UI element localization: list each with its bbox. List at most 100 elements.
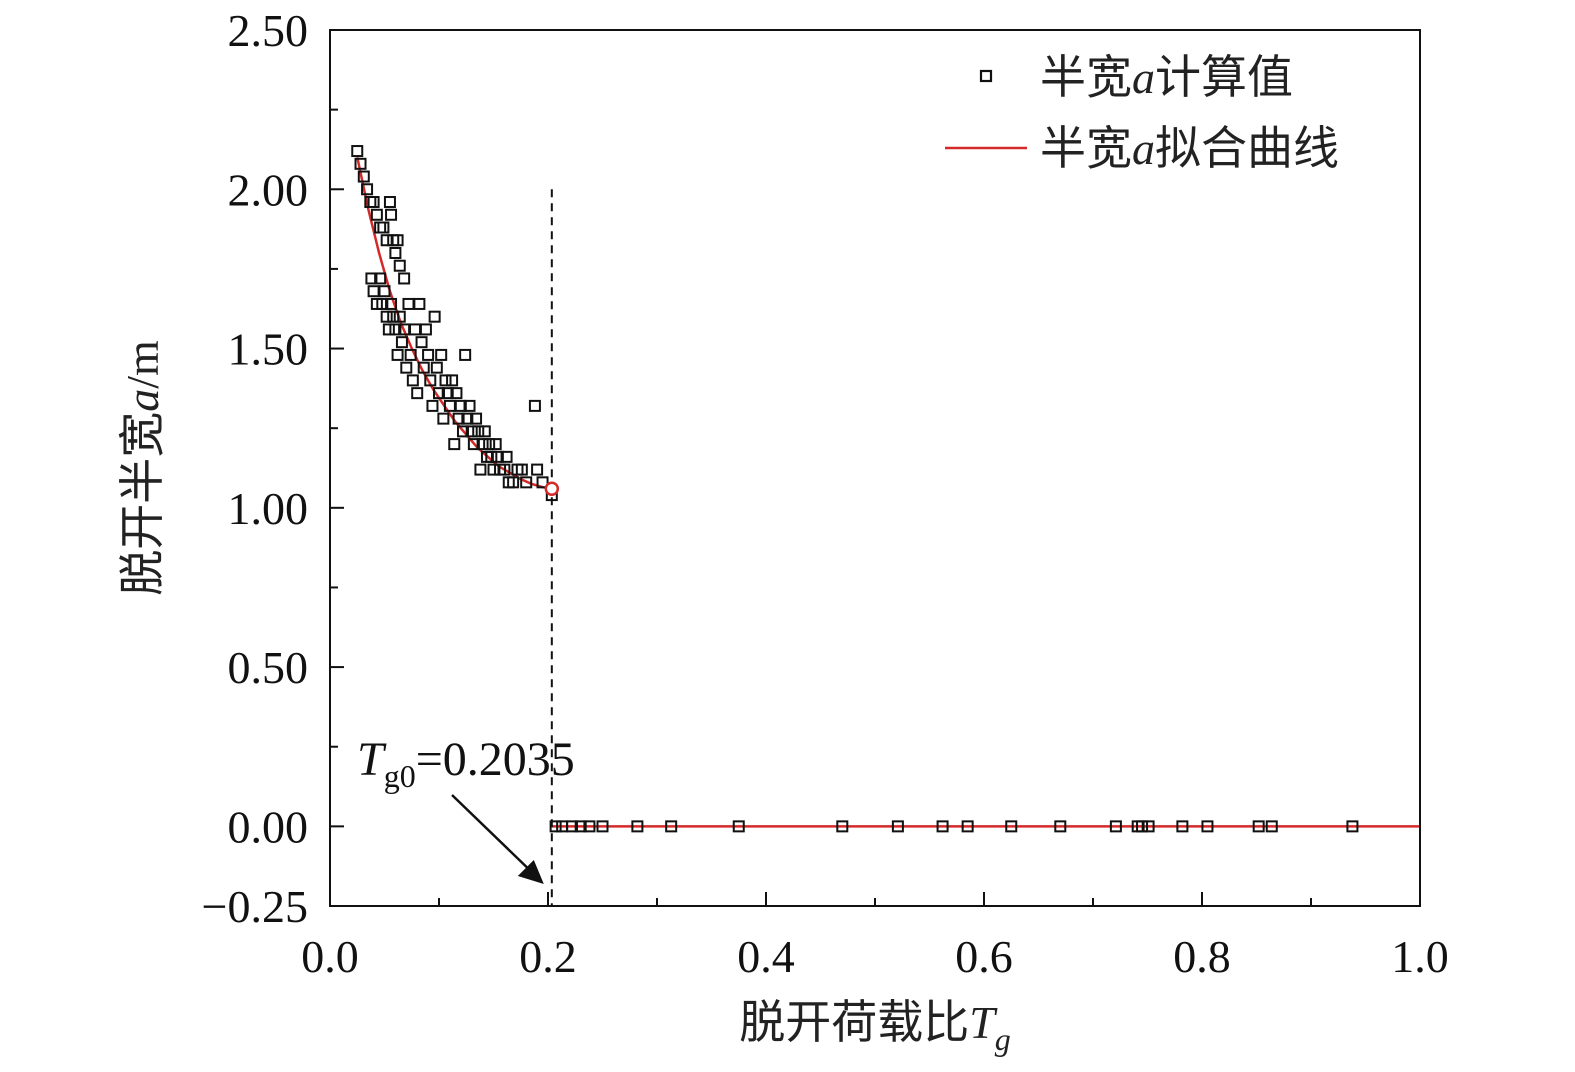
data-point bbox=[422, 348, 435, 361]
x-axis-title-sub: g bbox=[995, 1021, 1011, 1057]
legend-label-calculated-pre: 半宽 bbox=[1040, 50, 1132, 104]
data-point bbox=[395, 336, 408, 349]
data-point bbox=[389, 323, 402, 336]
data-point bbox=[402, 297, 415, 310]
data-point bbox=[387, 310, 400, 323]
legend-label-calculated: 半宽a计算值 bbox=[1040, 50, 1293, 104]
data-point bbox=[596, 820, 609, 833]
data-point bbox=[936, 820, 949, 833]
data-point bbox=[500, 450, 513, 463]
data-point bbox=[393, 310, 406, 323]
data-point bbox=[357, 170, 370, 183]
legend-label-calculated-post: 计算值 bbox=[1155, 50, 1293, 104]
y-tick-label: 2.00 bbox=[228, 164, 309, 215]
x-tick-label: 1.0 bbox=[1391, 931, 1449, 982]
legend-marker-square bbox=[979, 69, 993, 83]
data-point bbox=[474, 463, 487, 476]
data-point bbox=[465, 425, 478, 438]
data-point bbox=[400, 361, 413, 374]
x-axis-title-main: 脱开荷载比 bbox=[739, 995, 969, 1049]
data-point bbox=[452, 412, 465, 425]
data-point bbox=[732, 820, 745, 833]
data-point bbox=[531, 463, 544, 476]
data-point bbox=[498, 463, 511, 476]
data-point bbox=[361, 183, 374, 196]
data-point bbox=[467, 438, 480, 451]
data-point bbox=[448, 438, 461, 451]
data-point bbox=[385, 297, 398, 310]
data-point bbox=[472, 425, 485, 438]
fit-end-marker bbox=[544, 481, 560, 496]
data-point bbox=[520, 476, 533, 489]
data-point bbox=[489, 438, 502, 451]
data-point bbox=[961, 820, 974, 833]
data-point bbox=[1201, 820, 1214, 833]
data-point bbox=[378, 285, 391, 298]
data-point bbox=[461, 412, 474, 425]
data-point bbox=[380, 310, 393, 323]
data-point bbox=[470, 412, 483, 425]
threshold-annotation-sub: g0 bbox=[384, 758, 416, 794]
data-point bbox=[409, 323, 422, 336]
data-point bbox=[370, 208, 383, 221]
x-tick-label: 0.4 bbox=[737, 931, 795, 982]
data-point bbox=[454, 399, 467, 412]
data-point bbox=[478, 425, 491, 438]
data-point bbox=[419, 323, 432, 336]
x-tick-label: 0.0 bbox=[301, 931, 359, 982]
data-point bbox=[374, 221, 387, 234]
y-tick-labels: −0.25 0.00 0.50 1.00 1.50 2.00 2.50 bbox=[202, 5, 308, 932]
data-point bbox=[1346, 820, 1359, 833]
data-point bbox=[1136, 820, 1149, 833]
x-tick-label: 0.2 bbox=[519, 931, 577, 982]
data-point bbox=[376, 297, 389, 310]
annotation-arrow-head bbox=[517, 860, 544, 884]
data-point bbox=[1265, 820, 1278, 833]
annotation-arrow-shaft bbox=[451, 794, 535, 875]
y-tick-label: 0.00 bbox=[228, 801, 309, 852]
data-point bbox=[836, 820, 849, 833]
data-point bbox=[456, 425, 469, 438]
data-point bbox=[441, 387, 454, 400]
legend-label-fit-var: a bbox=[1132, 123, 1155, 174]
data-point bbox=[435, 348, 448, 361]
data-point bbox=[515, 463, 528, 476]
data-point bbox=[380, 234, 393, 247]
data-point bbox=[631, 820, 644, 833]
data-point bbox=[491, 450, 504, 463]
data-point bbox=[426, 399, 439, 412]
legend-label-fit: 半宽a拟合曲线 bbox=[1040, 121, 1339, 175]
data-point bbox=[354, 157, 367, 170]
x-tick-labels: 0.0 0.2 0.4 0.6 0.8 1.0 bbox=[301, 931, 1449, 982]
fit-end-marker-layer bbox=[544, 481, 560, 496]
data-point bbox=[430, 361, 443, 374]
threshold-annotation-var: T bbox=[357, 733, 387, 786]
data-point bbox=[377, 221, 390, 234]
data-point bbox=[1142, 820, 1155, 833]
data-point bbox=[574, 820, 587, 833]
data-point bbox=[391, 348, 404, 361]
y-axis-title-unit: /m bbox=[117, 340, 168, 389]
data-point bbox=[424, 374, 437, 387]
x-tick-label: 0.8 bbox=[1173, 931, 1231, 982]
data-point bbox=[437, 412, 450, 425]
y-tick-label: −0.25 bbox=[202, 881, 308, 932]
data-point bbox=[463, 399, 476, 412]
plot-frame bbox=[329, 29, 1421, 907]
data-point bbox=[404, 348, 417, 361]
data-point bbox=[565, 820, 578, 833]
data-point bbox=[476, 438, 489, 451]
data-point bbox=[391, 234, 404, 247]
threshold-annotation-value: =0.2035 bbox=[416, 733, 575, 786]
legend-label-fit-post: 拟合曲线 bbox=[1155, 121, 1339, 175]
data-point bbox=[351, 145, 364, 158]
data-point bbox=[507, 476, 520, 489]
x-tick-label: 0.6 bbox=[955, 931, 1013, 982]
data-point bbox=[393, 259, 406, 272]
data-point bbox=[413, 297, 426, 310]
data-point bbox=[417, 361, 430, 374]
legend-label-fit-pre: 半宽 bbox=[1040, 121, 1132, 175]
data-point bbox=[450, 387, 463, 400]
data-point bbox=[367, 285, 380, 298]
